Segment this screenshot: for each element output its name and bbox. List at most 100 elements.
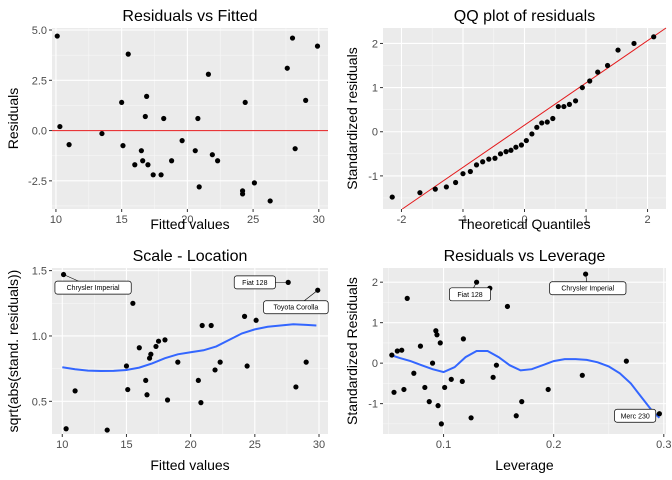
x-tick-label: 30 (313, 439, 325, 451)
data-point (251, 180, 257, 186)
data-point (241, 313, 248, 319)
annotation-box (549, 281, 627, 296)
data-point (150, 172, 156, 178)
y-tick-label: 5.0 (32, 25, 47, 37)
x-tick-label: -2 (397, 214, 407, 226)
data-point (493, 362, 500, 368)
data-point (314, 43, 321, 49)
data-point (623, 358, 629, 364)
data-point (504, 303, 511, 310)
data-point (140, 158, 146, 164)
annotation-label: Toyota Corolla (274, 305, 319, 312)
data-point (399, 347, 405, 353)
data-point (566, 101, 573, 107)
data-point (561, 103, 567, 110)
y-tick-label: 0 (372, 358, 378, 370)
x-tick-label: 20 (185, 439, 197, 451)
data-point (429, 360, 436, 366)
data-point (460, 171, 466, 177)
data-point (138, 148, 144, 154)
x-tick-label: 20 (181, 214, 193, 226)
data-point (217, 359, 223, 365)
data-point (198, 400, 204, 406)
data-point (555, 103, 561, 110)
data-point (209, 152, 215, 158)
data-point (572, 98, 579, 104)
data-point (417, 190, 423, 196)
x-tick-label: 2 (644, 214, 650, 226)
data-point (442, 384, 448, 391)
data-point (545, 386, 551, 393)
x-tick-label: -1 (458, 214, 468, 226)
data-point (99, 130, 105, 137)
data-point (529, 131, 535, 137)
data-point (303, 97, 309, 103)
y-axis-title: Residuals (5, 88, 21, 149)
plot-title: Residuals vs Fitted (122, 8, 257, 25)
data-point (539, 120, 545, 126)
data-point (148, 351, 154, 357)
panel-4: 0.1 0.2 0.3 -1 0 1 2 Fiat 128 Chrysler Imperial M… (344, 248, 671, 473)
x-axis-title: Fitted values (150, 216, 229, 232)
data-point (153, 343, 159, 350)
data-point (142, 113, 148, 120)
data-point (66, 142, 72, 148)
data-point (404, 295, 410, 301)
data-point (123, 363, 130, 369)
point-annotation: Chrysler Imperial (54, 274, 132, 295)
data-point (195, 115, 201, 122)
data-point (550, 115, 556, 122)
y-tick-label: 0 (372, 127, 378, 139)
y-tick-label: -1 (368, 171, 378, 183)
x-axis-title: Fitted values (150, 457, 229, 473)
plot-background (52, 28, 328, 209)
data-point (146, 355, 153, 361)
data-point (468, 415, 474, 421)
annotation-label: Fiat 128 (242, 280, 267, 287)
plot-background (52, 268, 328, 434)
data-point (267, 198, 273, 204)
data-point (523, 137, 529, 144)
panel-2: -2 -1 0 1 2 -1 0 1 2 QQ plot of residuals Theoreti… (344, 8, 667, 232)
plot-title: Residuals vs Leverage (444, 248, 606, 265)
x-axis-title: Theoretical Quantiles (458, 216, 590, 232)
data-point (130, 300, 136, 306)
data-point (54, 33, 60, 39)
data-point (244, 363, 250, 369)
data-point (72, 388, 78, 394)
annotation-label: Chrysler Imperial (561, 286, 614, 293)
data-point (497, 151, 504, 157)
y-tick-label: 1 (372, 83, 378, 95)
x-tick-label: 25 (249, 439, 261, 451)
data-point (518, 142, 525, 148)
data-point (411, 370, 417, 376)
x-tick-label: 10 (56, 439, 68, 451)
annotation-label: Chrysler Imperial (67, 285, 120, 292)
data-point (473, 162, 480, 168)
x-tick-label: 0.3 (656, 439, 671, 451)
x-axis-title: Leverage (495, 457, 554, 473)
data-point (434, 332, 440, 338)
data-point (215, 158, 221, 164)
data-point (490, 374, 496, 380)
smooth-line (390, 350, 661, 419)
data-point (631, 40, 637, 47)
data-point (136, 345, 142, 351)
y-tick-label: -1 (368, 399, 378, 411)
plot-title: QQ plot of residuals (454, 8, 595, 25)
data-point (192, 148, 198, 154)
y-tick-label: 2 (372, 38, 378, 50)
data-point (205, 71, 211, 77)
data-point (595, 69, 601, 75)
data-point (242, 99, 248, 106)
data-point (579, 84, 585, 91)
data-point (119, 99, 125, 106)
point-annotation: Merc 230 (614, 408, 660, 423)
data-point (175, 359, 181, 365)
data-point (422, 384, 428, 391)
y-tick-label: 2.5 (32, 75, 47, 87)
data-point (63, 426, 69, 432)
x-tick-label: 0 (521, 214, 527, 226)
data-point (158, 172, 164, 178)
point-annotation: Fiat 128 (449, 282, 491, 302)
